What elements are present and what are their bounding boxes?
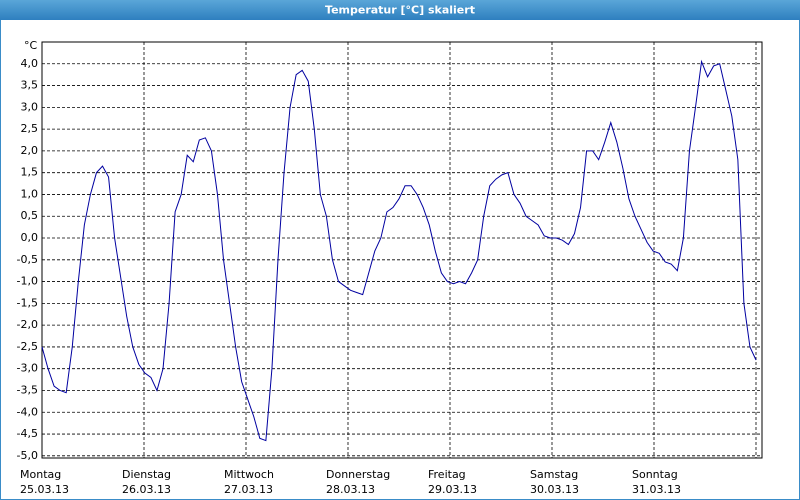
y-tick-label: -4,0 bbox=[17, 405, 38, 418]
y-tick-label: -3,5 bbox=[17, 383, 38, 396]
date-label: 30.03.13 bbox=[530, 483, 579, 496]
y-tick-label: 2,0 bbox=[21, 144, 39, 157]
day-label: Mittwoch bbox=[224, 468, 274, 481]
day-label: Sonntag bbox=[632, 468, 678, 481]
y-tick-label: -4,5 bbox=[17, 427, 38, 440]
temperature-line bbox=[41, 59, 757, 442]
y-tick-label: -1,5 bbox=[17, 296, 38, 309]
y-tick-label: -1,0 bbox=[17, 275, 38, 288]
y-tick-label: -0,5 bbox=[17, 253, 38, 266]
day-label: Donnerstag bbox=[326, 468, 390, 481]
y-unit: °C bbox=[24, 39, 38, 52]
y-tick-label: 3,5 bbox=[21, 79, 39, 92]
day-label: Montag bbox=[20, 468, 61, 481]
y-tick-label: 1,5 bbox=[21, 166, 39, 179]
date-label: 28.03.13 bbox=[326, 483, 375, 496]
date-label: 27.03.13 bbox=[224, 483, 273, 496]
y-tick-label: 3,0 bbox=[21, 100, 39, 113]
y-tick-label: -2,5 bbox=[17, 340, 38, 353]
date-label: 31.03.13 bbox=[632, 483, 681, 496]
date-label: 29.03.13 bbox=[428, 483, 477, 496]
date-label: 26.03.13 bbox=[122, 483, 171, 496]
y-tick-label: -2,0 bbox=[17, 318, 38, 331]
y-tick-label: -5,0 bbox=[17, 449, 38, 462]
y-tick-label: 2,5 bbox=[21, 122, 39, 135]
y-tick-label: 4,0 bbox=[21, 57, 39, 70]
date-label: 25.03.13 bbox=[20, 483, 69, 496]
plot-frame bbox=[41, 41, 763, 459]
day-label: Samstag bbox=[530, 468, 578, 481]
y-tick-label: -3,0 bbox=[17, 362, 38, 375]
day-label: Freitag bbox=[428, 468, 466, 481]
y-tick-label: 0,0 bbox=[21, 231, 39, 244]
title-bar bbox=[0, 0, 800, 20]
y-tick-label: 1,0 bbox=[21, 187, 39, 200]
chart-title: Temperatur [°C] skaliert bbox=[325, 4, 475, 17]
day-label: Dienstag bbox=[122, 468, 171, 481]
y-tick-label: 0,5 bbox=[21, 209, 39, 222]
